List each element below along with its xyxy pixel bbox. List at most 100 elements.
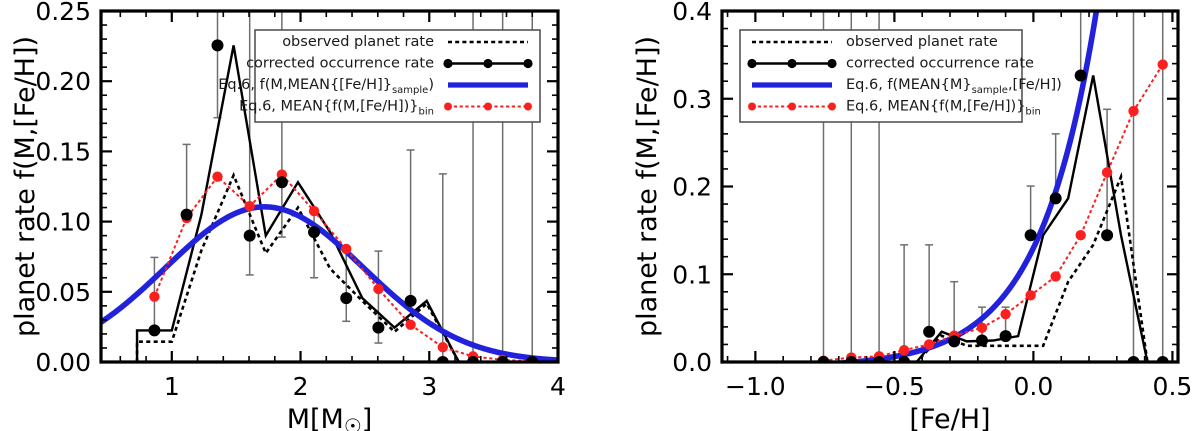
black-data-point <box>948 335 961 348</box>
red-data-point <box>437 342 448 353</box>
black-data-point <box>1074 69 1087 82</box>
legend-label: Eq.6, f(MEAN{M}sample,[Fe/H]) <box>846 77 1062 96</box>
legend-red-marker <box>444 102 452 111</box>
red-data-point <box>923 339 935 350</box>
red-data-point <box>1050 271 1061 282</box>
chart-svg-right: −1.0 −0.5 0.0 0.5 0.0 0.1 0.2 0.3 0.4 [Fe/H] plane… <box>632 0 1192 431</box>
black-data-point <box>975 334 988 347</box>
legend-label: Eq.6, MEAN{f(M,[Fe/H])}bin <box>846 99 1041 118</box>
black-data-point <box>999 330 1012 343</box>
bracket: ] <box>362 404 373 431</box>
legend-label-sub: sample <box>392 85 428 96</box>
red-data-point <box>308 205 320 217</box>
red-data-point <box>1000 308 1011 320</box>
legend-red-marker <box>788 102 796 111</box>
x-tick-label: 1 <box>164 372 180 401</box>
x-axis-title: [Fe/H] <box>909 404 990 431</box>
black-data-point <box>923 325 936 338</box>
x-tick-label: 3 <box>421 372 437 401</box>
red-data-point <box>149 291 160 302</box>
x-tick-label: 4 <box>550 372 566 401</box>
red-data-point <box>898 344 910 356</box>
black-data-point <box>275 176 288 189</box>
legend-red-marker <box>748 102 756 111</box>
corrected-occurrence-rate-histogram <box>810 75 1173 362</box>
legend: observed planet rate corrected occurrence… <box>739 29 1062 123</box>
legend-label: observed planet rate <box>846 34 998 50</box>
observed-planet-rate-histogram <box>135 171 546 362</box>
black-data-point <box>211 39 224 52</box>
legend-black-marker <box>827 58 837 69</box>
legend-label-main: Eq.6, MEAN{f(M,[Fe/H])} <box>239 99 418 115</box>
legend-label-sub: bin <box>419 107 434 118</box>
y-tick-label: 0.05 <box>35 278 91 307</box>
red-data-point <box>1157 59 1168 70</box>
y-tick-label: 0.4 <box>672 0 712 26</box>
red-data-point <box>1101 167 1113 178</box>
red-data-point <box>405 319 416 330</box>
legend-label: corrected occurrence rate <box>246 56 434 72</box>
legend-sample <box>747 58 837 69</box>
x-tick-label: 0.0 <box>1014 372 1054 401</box>
legend-black-marker <box>443 58 453 69</box>
legend-label: observed planet rate <box>282 34 434 50</box>
chart-svg-left: 1 2 3 4 0.00 0.05 0.10 0.15 0.20 0.25 M[M☉] planet … <box>10 0 566 431</box>
legend-label-main: Eq.6, f(M,MEAN{[Fe/H]} <box>218 77 392 93</box>
black-data-point <box>148 324 161 337</box>
axis-ticks: −1.0 −0.5 0.0 0.5 0.0 0.1 0.2 0.3 0.4 <box>672 0 1192 401</box>
legend-red-marker <box>484 102 492 111</box>
red-data-point <box>1025 290 1036 301</box>
corrected-occurrence-rate-histogram <box>135 45 546 362</box>
black-data-point <box>180 208 193 221</box>
x-tick-label: 0.5 <box>1153 372 1193 401</box>
legend-box <box>254 29 541 123</box>
y-tick-label: 0.1 <box>672 260 712 289</box>
black-data-point <box>1049 192 1062 205</box>
legend-label-main: Eq.6, f(MEAN{M} <box>846 77 972 93</box>
legend-label-sub: sample <box>972 85 1008 96</box>
legend-label-tail: ) <box>428 77 434 93</box>
red-data-point <box>1128 105 1139 117</box>
legend-sample <box>443 58 533 69</box>
y-tick-label: 0.0 <box>672 348 712 377</box>
red-data-point <box>976 322 988 333</box>
legend-label: Eq.6, f(M,MEAN{[Fe/H]}sample) <box>218 77 434 96</box>
black-data-point <box>372 321 385 334</box>
y-axis-title: planet rate f(M,[Fe/H]) <box>10 36 41 337</box>
red-data-point <box>1075 230 1086 241</box>
y-tick-label: 0.00 <box>35 348 91 377</box>
chart-panel-right: −1.0 −0.5 0.0 0.5 0.0 0.1 0.2 0.3 0.4 [Fe/H] plane… <box>600 0 1200 431</box>
sun-symbol: ☉ <box>344 414 362 431</box>
red-data-point <box>341 243 352 255</box>
legend: observed planet rate corrected occurrence… <box>218 29 541 123</box>
black-data-point <box>1101 229 1114 242</box>
axis-ticks: 1 2 3 4 0.00 0.05 0.10 0.15 0.20 0.25 <box>35 0 566 401</box>
legend-red-marker <box>524 102 532 111</box>
y-tick-label: 0.2 <box>672 173 712 202</box>
black-data-point <box>1024 229 1037 242</box>
x-tick-label: −1.0 <box>725 372 786 401</box>
y-axis-title: planet rate f(M,[Fe/H]) <box>632 36 663 337</box>
black-data-point <box>340 292 353 305</box>
legend-label: Eq.6, MEAN{f(M,[Fe/H])}bin <box>239 99 434 118</box>
x-tick-label: 2 <box>293 372 309 401</box>
y-tick-label: 0.20 <box>35 67 91 96</box>
legend-black-marker <box>787 58 797 69</box>
black-data-point <box>404 294 417 307</box>
red-data-point <box>373 283 384 295</box>
legend-label-tail: ,[Fe/H]) <box>1008 77 1062 93</box>
eq6-blue-curve <box>101 204 558 362</box>
legend-sample <box>748 102 836 111</box>
legend-label-main: Eq.6, MEAN{f(M,[Fe/H])} <box>846 99 1025 115</box>
chart-panel-left: 1 2 3 4 0.00 0.05 0.10 0.15 0.20 0.25 M[M☉] planet … <box>10 0 566 431</box>
legend-black-marker <box>483 58 493 69</box>
y-tick-label: 0.10 <box>35 208 91 237</box>
legend-label-sub: bin <box>1025 107 1040 118</box>
eq6-red-curve <box>153 173 533 362</box>
y-tick-label: 0.15 <box>35 137 91 166</box>
red-data-point <box>212 171 223 182</box>
legend-label: corrected occurrence rate <box>846 56 1034 72</box>
legend-sample <box>444 102 532 111</box>
red-data-point <box>244 200 255 212</box>
